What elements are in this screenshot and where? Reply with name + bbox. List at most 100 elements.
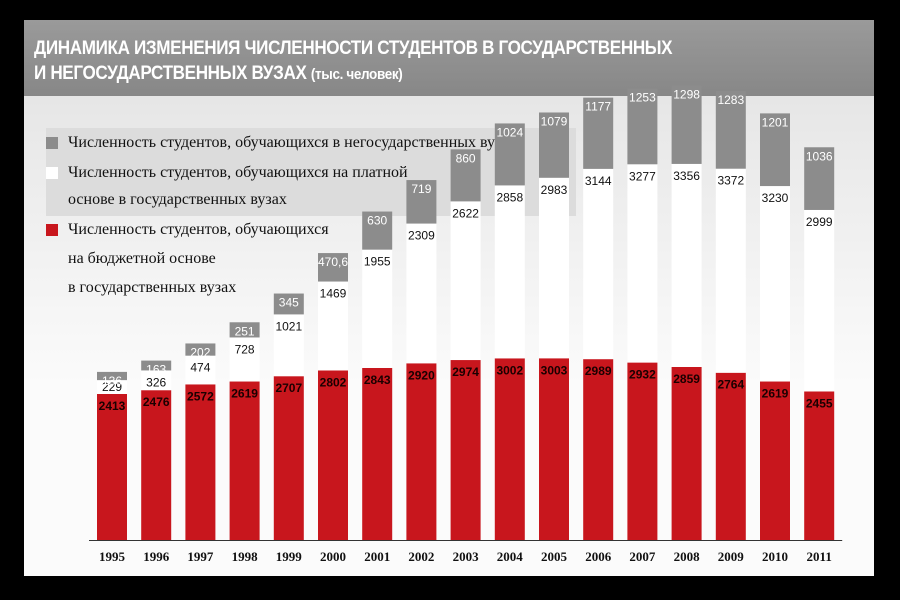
value-label-paid-2006: 3144 [585,174,612,188]
value-label-private-2001: 630 [367,214,387,228]
bar-private-2011 [804,147,835,210]
value-label-paid-1995: 229 [102,380,122,394]
legend-swatch-gray [46,137,58,149]
year-label-2006: 2006 [585,549,612,564]
legend-swatch-white [46,167,58,179]
year-label-2004: 2004 [497,549,524,564]
value-label-private-1996: 163 [146,363,166,377]
bar-private-2006 [583,97,614,169]
year-label-2010: 2010 [762,549,788,564]
value-label-paid-1999: 1021 [275,319,302,333]
bar-paid-2006 [583,168,614,360]
bar-paid-1995 [97,380,127,394]
value-label-paid-2002: 2309 [408,229,435,243]
bar-paid-1998 [229,337,260,382]
value-label-budget-2005: 3003 [541,363,568,377]
value-label-paid-1998: 728 [235,342,255,356]
bar-private-2010 [760,113,790,187]
bar-budget-1997 [185,384,216,540]
value-label-paid-2010: 3230 [762,191,789,205]
legend-label-budget-1: Численность студентов, обучающихся [68,221,329,238]
value-label-paid-2007: 3277 [629,169,656,183]
value-label-budget-2006: 2989 [585,364,612,378]
value-label-budget-1996: 2476 [143,395,170,409]
bar-private-1995 [97,371,127,381]
title-line-2: И НЕГОСУДАРСТВЕННЫХ ВУЗАХ [34,63,307,84]
bar-budget-2004 [494,358,525,540]
year-label-2011: 2011 [807,549,832,564]
bar-budget-2005 [539,358,569,540]
bar-paid-2007 [627,164,658,363]
value-label-budget-1998: 2619 [231,387,258,401]
year-label-2001: 2001 [364,549,390,564]
value-label-budget-2010: 2619 [762,387,789,401]
legend-band-2 [46,158,576,216]
bar-private-1998 [229,322,260,338]
chart-title: ДИНАМИКА ИЗМЕНЕНИЯ ЧИСЛЕННОСТИ СТУДЕНТОВ… [34,36,772,87]
bar-private-2007 [627,88,658,165]
title-line-1: ДИНАМИКА ИЗМЕНЕНИЯ ЧИСЛЕННОСТИ СТУДЕНТОВ… [34,38,673,59]
value-label-budget-2003: 2974 [452,365,479,379]
value-label-paid-2005: 2983 [541,183,568,197]
bar-private-1999 [273,293,304,315]
year-label-2009: 2009 [718,549,745,564]
year-label-1995: 1995 [99,549,126,564]
bar-paid-2011 [804,209,835,392]
year-label-2005: 2005 [541,549,568,564]
bar-budget-2007 [627,362,658,540]
value-label-paid-1996: 326 [146,375,166,389]
bar-budget-2002 [406,363,437,540]
bar-budget-2006 [583,359,614,540]
bar-paid-2003 [450,201,481,361]
value-label-private-2002: 719 [411,182,431,196]
bar-budget-1996 [141,390,172,540]
year-label-2003: 2003 [453,549,480,564]
value-label-budget-2009: 2764 [717,378,744,392]
chart-frame: ДИНАМИКА ИЗМЕНЕНИЯ ЧИСЛЕННОСТИ СТУДЕНТОВ… [24,20,874,576]
value-label-budget-2002: 2920 [408,368,435,382]
year-label-2002: 2002 [408,549,434,564]
bar-private-2004 [494,123,525,186]
bar-paid-2000 [318,281,348,371]
legend-label-budget-3: в государственных вузах [68,279,237,296]
value-label-private-2007: 1253 [629,90,656,104]
value-label-paid-2003: 2622 [452,206,479,220]
bar-budget-2010 [760,381,790,540]
value-label-private-2011: 1036 [806,149,833,163]
value-label-paid-2008: 3356 [673,169,700,183]
bar-budget-2003 [450,360,481,540]
value-label-paid-2000: 1469 [320,287,347,301]
value-label-paid-2004: 2858 [496,190,523,204]
bar-budget-2009 [715,372,746,540]
bar-private-2001 [362,211,393,250]
bar-paid-1996 [141,370,172,391]
bar-private-2003 [450,149,481,202]
year-label-1997: 1997 [187,549,214,564]
bar-paid-2001 [362,249,393,368]
bar-paid-2002 [406,223,437,364]
bar-private-2009 [715,91,746,169]
value-label-budget-2011: 2455 [806,396,833,410]
value-label-paid-2009: 3372 [717,174,744,188]
bar-budget-1998 [229,381,260,540]
bar-paid-2005 [539,177,569,359]
bar-paid-2004 [494,185,525,359]
bar-private-2002 [406,180,437,224]
value-label-budget-1999: 2707 [275,381,302,395]
value-label-private-2009: 1283 [717,93,744,107]
value-label-private-2004: 1024 [496,125,523,139]
bar-paid-2010 [760,186,790,382]
bar-budget-2001 [362,367,393,540]
value-label-budget-2007: 2932 [629,368,656,382]
value-label-private-1998: 251 [235,324,255,338]
value-label-private-2010: 1201 [762,115,789,129]
value-label-private-2006: 1177 [585,100,611,114]
bar-budget-2008 [671,366,702,540]
value-label-budget-2000: 2802 [320,375,347,389]
value-label-private-1999: 345 [279,296,299,310]
value-label-budget-1997: 2572 [187,389,214,403]
year-label-2007: 2007 [629,549,656,564]
value-label-paid-2001: 1955 [364,255,391,269]
legend-label-budget-2: на бюджетной основе [68,250,216,267]
